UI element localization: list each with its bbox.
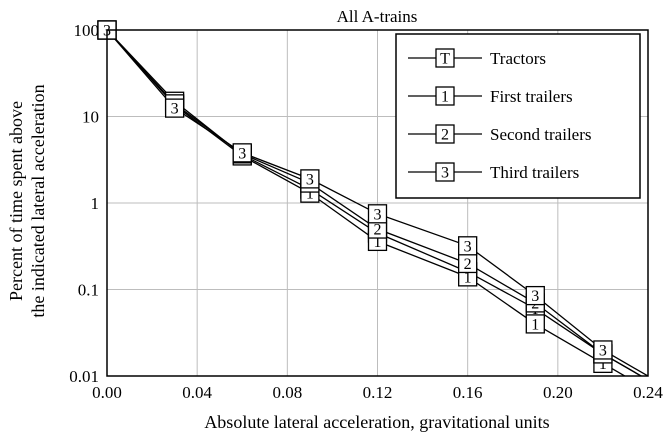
- x-tick-label: 0.24: [633, 383, 663, 402]
- marker-label: 3: [374, 206, 382, 223]
- marker-label: 3: [531, 288, 539, 305]
- x-tick-label: 0.08: [272, 383, 302, 402]
- marker-box: [525, 314, 545, 334]
- marker-label: 2: [464, 256, 472, 273]
- x-tick-label: 0.00: [92, 383, 122, 402]
- x-tick-label: 0.12: [363, 383, 393, 402]
- y-axis-label-line-1: Percent of time spent above: [6, 101, 26, 301]
- marker-box: [593, 340, 613, 360]
- x-axis-label: Absolute lateral acceleration, gravitati…: [204, 412, 549, 432]
- chart-title: All A-trains: [337, 7, 418, 26]
- marker-legend: 2: [435, 124, 455, 144]
- marker-label: 1: [441, 89, 449, 106]
- marker-box: [164, 98, 185, 118]
- marker-box: [525, 285, 545, 306]
- marker-point: 3: [164, 98, 185, 118]
- axis-ticks: 0.00 0.04 0.08 0.12 0.16 0.20 0.24 0.01 0.1 1 10 10…: [69, 21, 663, 402]
- marker-label: 1: [531, 316, 539, 333]
- marker-box: [458, 236, 478, 256]
- marker-box: [367, 204, 388, 224]
- marker-label: 3: [171, 101, 179, 118]
- marker-box: [435, 124, 455, 144]
- marker-point: 1: [525, 314, 545, 334]
- marker-legend: 1: [435, 86, 455, 106]
- marker-label: 1: [306, 186, 314, 203]
- marker-point: 3: [232, 143, 252, 163]
- marker-point: 2: [458, 253, 478, 274]
- marker-label: 2: [374, 222, 382, 239]
- y-tick-label: 0.01: [69, 367, 99, 386]
- marker-label: 1: [374, 234, 382, 251]
- legend-label: Third trailers: [490, 163, 579, 182]
- marker-label: 3: [599, 342, 607, 359]
- x-tick-label: 0.20: [543, 383, 573, 402]
- marker-label: T: [440, 51, 450, 68]
- marker-label: 3: [306, 171, 314, 188]
- y-tick-label: 10: [82, 108, 99, 127]
- marker-point: 3: [593, 340, 613, 360]
- legend-label: First trailers: [490, 87, 573, 106]
- y-tick-label: 1: [91, 194, 100, 213]
- marker-box: [232, 143, 252, 163]
- marker-label: 2: [441, 127, 449, 144]
- x-tick-label: 0.04: [182, 383, 212, 402]
- marker-point: 3: [300, 169, 320, 189]
- marker-label: 1: [464, 269, 472, 286]
- legend-label: Tractors: [490, 49, 546, 68]
- x-tick-label: 0.16: [453, 383, 483, 402]
- y-axis-label-line-2: the indicated lateral acceleration: [28, 84, 48, 317]
- legend-label: Second trailers: [490, 125, 592, 144]
- marker-legend: 3: [435, 162, 455, 182]
- marker-box: [435, 48, 455, 68]
- marker-point: 3: [367, 204, 388, 224]
- legend: T Tractors 1 First trailers 2 Second trailers…: [395, 33, 641, 199]
- marker-label: 3: [464, 238, 472, 255]
- marker-point: 3: [525, 285, 545, 306]
- y-tick-label: 100: [74, 21, 100, 40]
- marker-box: [435, 162, 455, 182]
- plot-frame: [106, 29, 649, 377]
- marker-label: 1: [599, 356, 607, 373]
- marker-point: 3: [458, 236, 478, 256]
- marker-box: [435, 86, 455, 106]
- y-tick-label: 0.1: [78, 281, 99, 300]
- marker-box: [300, 169, 320, 189]
- marker-legend: T: [435, 48, 455, 68]
- marker-label: 3: [238, 145, 246, 162]
- marker-label: 3: [441, 165, 449, 182]
